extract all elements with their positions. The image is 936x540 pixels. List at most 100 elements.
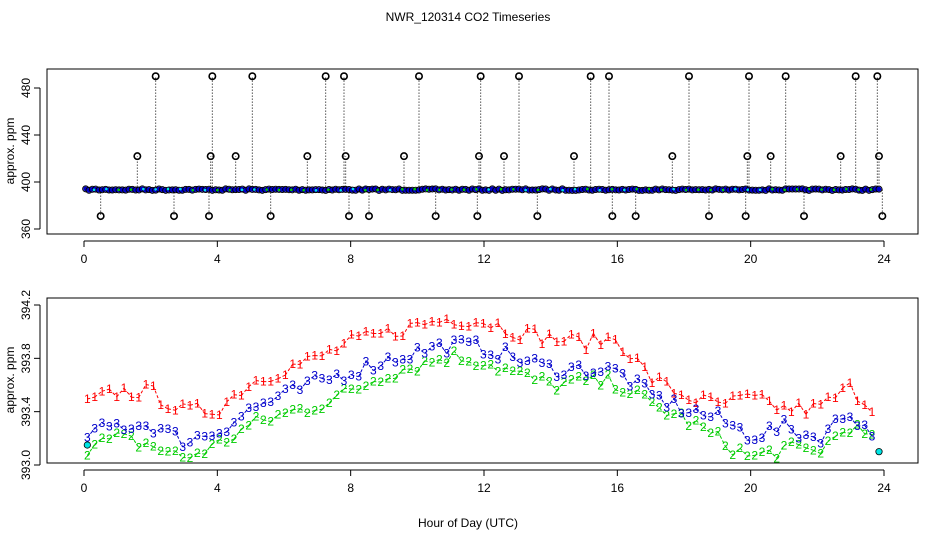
series-1-point: 1	[348, 328, 355, 342]
series-1-segment	[857, 400, 865, 406]
series-3-point: 3	[678, 406, 685, 420]
series-1-point: 1	[333, 344, 340, 358]
outlier-point	[151, 72, 160, 81]
series-1-segment	[585, 333, 594, 351]
series-1-point: 1	[781, 399, 788, 413]
series-3-point: 3	[363, 354, 370, 368]
series-3-segment	[468, 339, 477, 343]
baseline-accent-point	[166, 187, 170, 191]
series-2-point: 2	[825, 434, 832, 448]
baseline-accent-point	[129, 188, 133, 191]
series-1-point: 1	[678, 388, 685, 402]
series-3-point: 3	[201, 429, 208, 443]
baseline-accent-point	[857, 188, 860, 191]
series-3-segment	[226, 422, 235, 433]
top-x-tick-label: 20	[744, 252, 758, 266]
series-3-point: 3	[480, 347, 487, 361]
series-3-segment	[94, 422, 103, 429]
series-3-point: 3	[810, 430, 817, 444]
series-2-segment	[849, 424, 858, 434]
series-1-point: 1	[561, 334, 568, 348]
series-2-point: 2	[722, 439, 729, 453]
series-1-point: 1	[487, 321, 494, 335]
series-3-segment	[769, 425, 777, 433]
series-2-point: 2	[223, 436, 230, 450]
series-1-segment	[541, 333, 550, 345]
series-1-point: 1	[392, 329, 399, 343]
series-1-segment	[226, 394, 235, 403]
series-1-segment	[307, 355, 315, 358]
outlier-point	[874, 152, 883, 161]
series-1-segment	[299, 356, 308, 365]
series-3-point: 3	[766, 419, 773, 433]
series-3-point: 3	[436, 336, 443, 350]
series-2-point: 2	[165, 444, 172, 458]
series-3-segment	[131, 425, 139, 430]
series-3-point: 3	[245, 401, 252, 415]
bottom-y-tick-label: 393.0	[19, 450, 33, 480]
series-3-segment	[351, 374, 359, 378]
series-1-point: 1	[135, 391, 142, 405]
outlier-point	[431, 212, 440, 221]
series-3-segment	[307, 375, 315, 382]
series-1-point: 1	[267, 374, 274, 388]
series-1-segment	[659, 376, 667, 383]
series-3-point: 3	[209, 429, 216, 443]
outlier-point	[248, 72, 257, 81]
series-2-point: 2	[546, 375, 553, 389]
baseline-accent-point	[154, 188, 157, 191]
series-1-segment	[592, 333, 602, 346]
series-2-point: 2	[319, 402, 326, 416]
series-1-segment	[270, 378, 279, 382]
series-1-segment	[321, 348, 330, 357]
series-1-segment	[827, 396, 836, 399]
series-1-point: 1	[861, 398, 868, 412]
series-1-point: 1	[231, 388, 238, 402]
series-2-point: 2	[568, 373, 575, 387]
baseline-accent-point	[635, 187, 638, 191]
bottom-x-tick-label: 12	[477, 481, 491, 495]
series-1-segment	[747, 393, 755, 396]
series-3-point: 3	[187, 435, 194, 449]
series-1-point: 1	[671, 386, 678, 400]
series-2-segment	[541, 375, 550, 383]
series-3-point: 3	[121, 423, 128, 437]
series-3-segment	[409, 347, 418, 360]
series-2-segment	[776, 445, 785, 459]
series-2-point: 2	[641, 388, 648, 402]
series-1-segment	[211, 413, 220, 416]
series-2-point: 2	[605, 367, 612, 381]
baseline-accent-point	[598, 188, 601, 192]
series-3-point: 3	[106, 419, 113, 433]
series-2-point: 2	[693, 414, 700, 428]
series-1-segment	[446, 318, 455, 326]
series-3-segment	[637, 378, 645, 384]
series-2-point: 2	[788, 435, 795, 449]
outlier-point	[473, 212, 482, 221]
series-1-point: 1	[700, 388, 707, 402]
series-3-segment	[101, 422, 110, 427]
series-3-point: 3	[392, 355, 399, 369]
series-1-segment	[512, 336, 521, 341]
series-1-point: 1	[165, 402, 172, 416]
series-2-segment	[791, 441, 799, 446]
series-2-point: 2	[465, 355, 472, 369]
series-2-point: 2	[253, 409, 260, 423]
baseline-accent-point	[734, 187, 737, 191]
series-1-point: 1	[194, 396, 201, 410]
series-1-point: 1	[619, 345, 626, 359]
series-2-point: 2	[458, 354, 465, 368]
series-1-point: 1	[304, 350, 311, 364]
outlier-point	[499, 152, 508, 161]
series-3-point: 3	[275, 389, 282, 403]
series-2-point: 2	[751, 448, 758, 462]
bottom-plot-frame	[46, 297, 919, 464]
series-3-segment	[475, 339, 484, 355]
outlier-point	[608, 212, 617, 221]
series-1-segment	[284, 363, 294, 376]
series-1-segment	[255, 380, 264, 383]
series-3-point: 3	[737, 421, 744, 435]
series-3-point: 3	[429, 340, 436, 354]
series-3-point: 3	[803, 428, 810, 442]
